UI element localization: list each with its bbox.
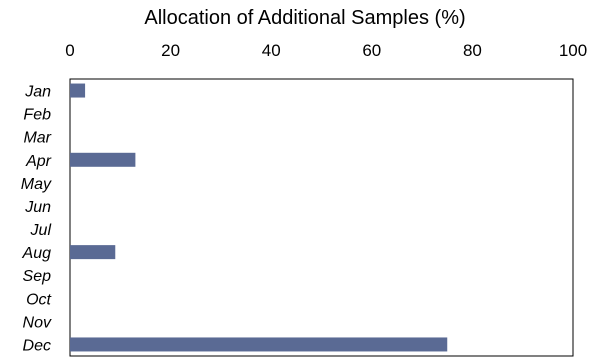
plot-area xyxy=(69,78,574,357)
category-labels: Jan Feb Mar Apr May Jun Jul Aug Sep Oct Nov Dec xyxy=(21,84,52,355)
category-label: Oct xyxy=(26,291,51,308)
category-label: Aug xyxy=(22,245,52,262)
x-tick-label: 20 xyxy=(161,41,180,60)
chart-title: Allocation of Additional Samples (%) xyxy=(144,7,465,29)
category-label: Dec xyxy=(23,337,51,354)
category-label: Jul xyxy=(30,222,52,239)
category-label: Jan xyxy=(24,84,51,101)
x-tick-label: 0 xyxy=(65,41,74,60)
category-label: Jun xyxy=(24,199,51,216)
bars xyxy=(70,83,448,352)
bar-aug xyxy=(70,245,116,260)
x-axis-ticks: 0 20 40 60 80 100 xyxy=(65,41,587,60)
category-label: Sep xyxy=(23,268,52,285)
x-tick-label: 60 xyxy=(362,41,381,60)
bar-dec xyxy=(70,337,448,352)
category-label: Feb xyxy=(23,107,51,124)
category-label: Mar xyxy=(23,130,51,147)
x-tick-label: 40 xyxy=(262,41,281,60)
x-tick-label: 80 xyxy=(463,41,482,60)
x-tick-label: 100 xyxy=(559,41,587,60)
category-label: May xyxy=(21,176,52,193)
category-label: Nov xyxy=(23,314,52,331)
bar-apr xyxy=(70,152,136,167)
bar-jan xyxy=(70,83,86,98)
category-label: Apr xyxy=(25,153,52,170)
